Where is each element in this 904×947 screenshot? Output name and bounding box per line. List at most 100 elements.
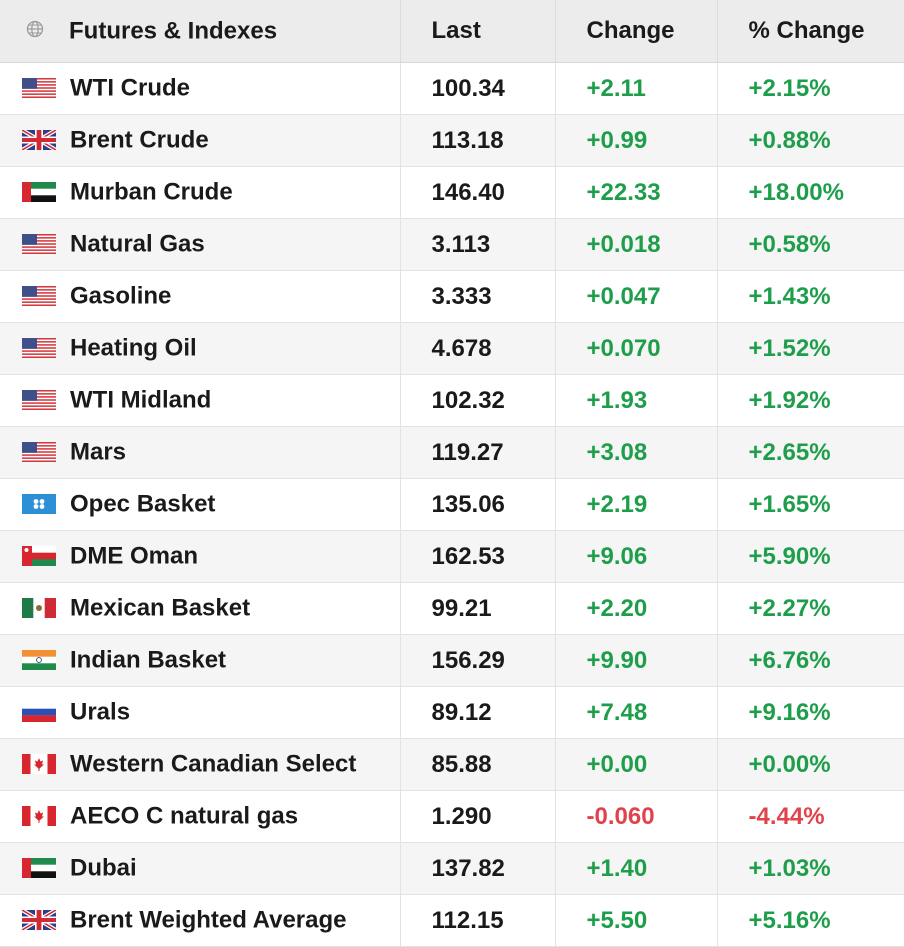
row-name-cell[interactable]: Dubai [0, 842, 401, 895]
header-change[interactable]: Change [555, 0, 718, 63]
row-name[interactable]: Dubai [70, 854, 137, 882]
row-change: +1.40 [555, 842, 718, 895]
table-row[interactable]: Dubai 137.82 +1.40 +1.03% [0, 842, 904, 895]
row-pct-change: -4.44% [717, 790, 904, 843]
table-row[interactable]: WTI Midland 102.32 +1.93 +1.92% [0, 374, 904, 427]
row-name-cell[interactable]: Mexican Basket [0, 582, 401, 635]
row-name[interactable]: Indian Basket [70, 646, 227, 674]
row-pct-change: +5.16% [717, 894, 904, 947]
row-change: +9.06 [555, 530, 718, 583]
row-name-cell[interactable]: Murban Crude [0, 166, 401, 219]
row-name[interactable]: Brent Weighted Average [70, 906, 347, 934]
globe-icon [26, 17, 44, 38]
row-name[interactable]: Natural Gas [70, 230, 205, 258]
row-last: 162.53 [400, 530, 556, 583]
oman-flag-icon [22, 545, 56, 566]
row-name[interactable]: WTI Crude [70, 74, 190, 102]
row-change: +2.19 [555, 478, 718, 531]
row-name-cell[interactable]: Urals [0, 686, 401, 739]
row-change: -0.060 [555, 790, 718, 843]
table-row[interactable]: Natural Gas 3.113 +0.018 +0.58% [0, 218, 904, 271]
row-last: 1.290 [400, 790, 556, 843]
row-pct-change: +1.65% [717, 478, 904, 531]
table-row[interactable]: Mexican Basket 99.21 +2.20 +2.27% [0, 582, 904, 635]
uk-flag-icon [22, 129, 56, 150]
table-row[interactable]: Brent Crude 113.18 +0.99 +0.88% [0, 114, 904, 167]
table-row[interactable]: Murban Crude 146.40 +22.33 +18.00% [0, 166, 904, 219]
uae-flag-icon [22, 181, 56, 202]
table-row[interactable]: Gasoline 3.333 +0.047 +1.43% [0, 270, 904, 323]
us-flag-icon [22, 337, 56, 358]
row-name[interactable]: DME Oman [70, 542, 199, 570]
row-pct-change: +0.88% [717, 114, 904, 167]
row-name[interactable]: Mars [70, 438, 127, 466]
row-name-cell[interactable]: DME Oman [0, 530, 401, 583]
table-row[interactable]: Western Canadian Select 85.88 +0.00 +0.00% [0, 738, 904, 791]
table-row[interactable]: Indian Basket 156.29 +9.90 +6.76% [0, 634, 904, 687]
row-name-cell[interactable]: Brent Weighted Average [0, 894, 401, 947]
row-pct-change: +1.03% [717, 842, 904, 895]
row-change: +5.50 [555, 894, 718, 947]
row-last: 146.40 [400, 166, 556, 219]
table-row[interactable]: DME Oman 162.53 +9.06 +5.90% [0, 530, 904, 583]
header-pct-change[interactable]: % Change [717, 0, 904, 63]
row-name-cell[interactable]: WTI Crude [0, 62, 401, 115]
row-name-cell[interactable]: Gasoline [0, 270, 401, 323]
table-row[interactable]: Heating Oil 4.678 +0.070 +1.52% [0, 322, 904, 375]
russia-flag-icon [22, 701, 56, 722]
row-name-cell[interactable]: Natural Gas [0, 218, 401, 271]
row-last: 85.88 [400, 738, 556, 791]
row-pct-change: +0.00% [717, 738, 904, 791]
row-name[interactable]: Mexican Basket [70, 594, 251, 622]
table-row[interactable]: Mars 119.27 +3.08 +2.65% [0, 426, 904, 479]
header-last[interactable]: Last [400, 0, 556, 63]
row-name-cell[interactable]: Opec Basket [0, 478, 401, 531]
row-last: 89.12 [400, 686, 556, 739]
row-name[interactable]: Western Canadian Select [70, 750, 357, 778]
row-name[interactable]: Heating Oil [70, 334, 197, 362]
row-last: 156.29 [400, 634, 556, 687]
row-name[interactable]: WTI Midland [70, 386, 212, 414]
row-name-cell[interactable]: AECO C natural gas [0, 790, 401, 843]
row-pct-change: +1.52% [717, 322, 904, 375]
row-pct-change: +0.58% [717, 218, 904, 271]
row-name[interactable]: Urals [70, 698, 131, 726]
table-row[interactable]: Opec Basket 135.06 +2.19 +1.65% [0, 478, 904, 531]
row-pct-change: +2.65% [717, 426, 904, 479]
row-pct-change: +18.00% [717, 166, 904, 219]
row-name-cell[interactable]: Indian Basket [0, 634, 401, 687]
row-last: 99.21 [400, 582, 556, 635]
table-row[interactable]: AECO C natural gas 1.290 -0.060 -4.44% [0, 790, 904, 843]
us-flag-icon [22, 389, 56, 410]
row-last: 113.18 [400, 114, 556, 167]
row-name-cell[interactable]: Western Canadian Select [0, 738, 401, 791]
row-name[interactable]: Murban Crude [70, 178, 233, 206]
row-name-cell[interactable]: WTI Midland [0, 374, 401, 427]
row-pct-change: +2.15% [717, 62, 904, 115]
row-change: +7.48 [555, 686, 718, 739]
row-change: +9.90 [555, 634, 718, 687]
row-change: +0.99 [555, 114, 718, 167]
row-name[interactable]: AECO C natural gas [70, 802, 299, 830]
row-name[interactable]: Brent Crude [70, 126, 209, 154]
row-name-cell[interactable]: Mars [0, 426, 401, 479]
row-name[interactable]: Opec Basket [70, 490, 216, 518]
opec-flag-icon [22, 493, 56, 514]
row-last: 137.82 [400, 842, 556, 895]
row-pct-change: +6.76% [717, 634, 904, 687]
row-last: 102.32 [400, 374, 556, 427]
row-change: +0.00 [555, 738, 718, 791]
us-flag-icon [22, 77, 56, 98]
row-name-cell[interactable]: Heating Oil [0, 322, 401, 375]
row-name-cell[interactable]: Brent Crude [0, 114, 401, 167]
row-change: +22.33 [555, 166, 718, 219]
row-name[interactable]: Gasoline [70, 282, 172, 310]
uk-flag-icon [22, 909, 56, 930]
table-row[interactable]: WTI Crude 100.34 +2.11 +2.15% [0, 62, 904, 115]
table-row[interactable]: Urals 89.12 +7.48 +9.16% [0, 686, 904, 739]
row-last: 3.333 [400, 270, 556, 323]
header-name[interactable]: Futures & Indexes [0, 0, 401, 63]
row-change: +2.11 [555, 62, 718, 115]
table-row[interactable]: Brent Weighted Average 112.15 +5.50 +5.16% [0, 894, 904, 947]
row-change: +0.047 [555, 270, 718, 323]
